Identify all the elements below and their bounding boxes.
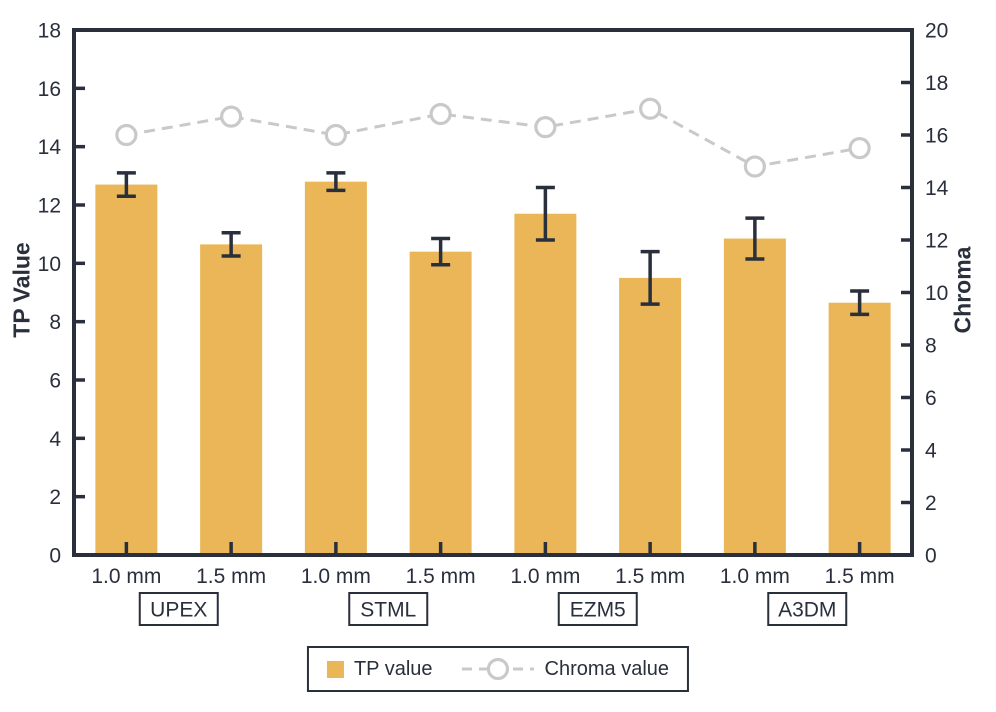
tp-bar (304, 181, 367, 555)
chroma-marker (429, 102, 452, 126)
group-box (348, 592, 429, 626)
x-category-label: 1.0 mm (510, 565, 580, 588)
x-category-label: 1.0 mm (720, 565, 790, 588)
chroma-marker (115, 123, 138, 147)
legend-item-tp: TP value (326, 657, 433, 681)
tp-bar (95, 184, 158, 556)
x-category-label: 1.5 mm (825, 565, 895, 588)
plot-frame (72, 28, 914, 557)
chroma-marker (639, 97, 662, 120)
chroma-line-marker-icon (461, 657, 534, 681)
x-category-label: 1.5 mm (615, 565, 685, 588)
chroma-legend-circle (486, 657, 509, 681)
legend-label-chroma: Chroma value (544, 657, 670, 680)
chroma-marker (743, 155, 766, 178)
group-label: A3DM (778, 599, 836, 622)
left-axis-tick-label: 2 (49, 486, 61, 509)
group-box (767, 592, 848, 626)
group-box (138, 592, 219, 626)
right-axis-tick-label: 4 (925, 440, 937, 463)
right-axis-tick-label: 14 (925, 177, 949, 200)
right-axis-tick-label: 16 (925, 125, 948, 148)
right-axis-tick-label: 2 (925, 492, 937, 515)
tp-bar (723, 238, 786, 555)
group-label: UPEX (150, 599, 207, 622)
tp-bar (409, 251, 472, 555)
right-axis-tick-label: 0 (925, 545, 937, 568)
group-label: STML (360, 599, 416, 622)
tp-bar (828, 302, 891, 555)
legend-label-tp: TP value (353, 657, 433, 680)
left-axis-tick-label: 14 (38, 136, 62, 159)
left-axis-tick-label: 8 (49, 311, 61, 334)
left-axis-tick-label: 16 (38, 78, 61, 101)
right-axis-tick-label: 10 (925, 282, 948, 305)
right-axis-title: Chroma (949, 246, 976, 334)
left-axis-tick-label: 6 (49, 370, 61, 393)
right-axis-tick-label: 8 (925, 335, 937, 358)
chroma-marker (324, 123, 347, 147)
group-box (557, 592, 638, 626)
left-axis-tick-label: 18 (38, 20, 61, 43)
x-category-label: 1.0 mm (301, 565, 371, 588)
legend: TP value Chroma value (306, 646, 690, 692)
right-axis-tick-label: 12 (925, 230, 948, 253)
tp-bar (514, 213, 577, 555)
right-axis-tick-label: 18 (925, 72, 948, 95)
tp-value-swatch (326, 660, 344, 678)
left-axis-tick-label: 12 (38, 195, 61, 218)
legend-item-chroma: Chroma value (545, 658, 670, 681)
left-axis-tick-label: 0 (49, 545, 61, 568)
left-axis-tick-label: 10 (38, 253, 61, 276)
left-axis-tick-label: 4 (49, 428, 61, 451)
x-category-label: 1.0 mm (91, 565, 161, 588)
tp-bar (200, 244, 263, 555)
tp-bar (619, 277, 682, 555)
chroma-line (126, 107, 860, 169)
left-axis-title: TP Value (8, 242, 35, 338)
group-label: EZM5 (570, 599, 626, 622)
chroma-marker (848, 137, 871, 160)
chroma-marker (220, 105, 243, 128)
right-axis-tick-label: 20 (925, 20, 948, 43)
x-category-label: 1.5 mm (196, 565, 266, 588)
right-axis-tick-label: 6 (925, 387, 937, 410)
x-category-label: 1.5 mm (406, 565, 476, 588)
chroma-marker (534, 116, 557, 139)
